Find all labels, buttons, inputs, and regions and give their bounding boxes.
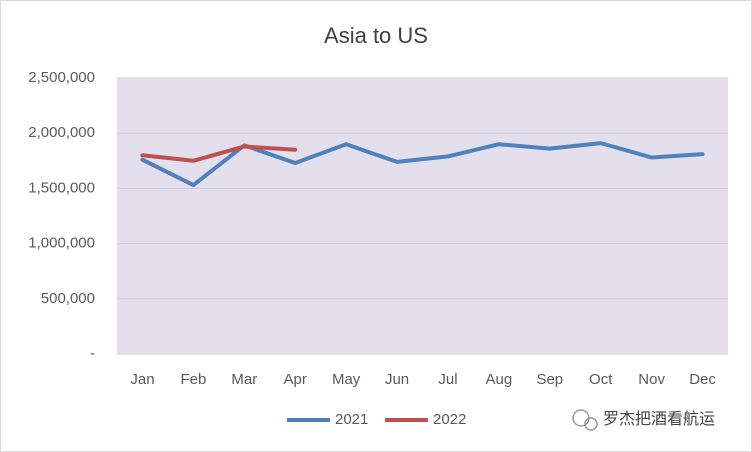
watermark: 罗杰把酒看航运	[603, 410, 715, 428]
y-tick-label: 1,000,000	[28, 235, 95, 252]
y-tick-label: 2,000,000	[28, 124, 95, 141]
plot-area	[117, 78, 728, 354]
x-tick-label: Jun	[385, 371, 409, 388]
series-line	[140, 144, 298, 163]
x-tick-label: Dec	[689, 371, 716, 388]
x-tick-label: Jan	[130, 371, 154, 388]
legend-label: 2021	[335, 411, 368, 428]
x-tick-label: Feb	[180, 371, 206, 388]
watermark-icon	[572, 409, 598, 431]
y-tick-label: 1,500,000	[28, 179, 95, 196]
x-tick-label: Mar	[231, 371, 257, 388]
x-tick-label: Nov	[638, 371, 665, 388]
x-tick-label: Jul	[438, 371, 457, 388]
chart-title: Asia to US	[324, 23, 428, 48]
series-line	[140, 141, 705, 188]
x-tick-label: Apr	[284, 371, 307, 388]
legend-label: 2022	[433, 411, 466, 428]
x-tick-label: May	[332, 371, 361, 388]
y-tick-label: -	[90, 345, 95, 362]
y-tick-label: 500,000	[41, 290, 95, 307]
x-tick-label: Oct	[589, 371, 613, 388]
x-tick-label: Aug	[486, 371, 513, 388]
x-tick-label: Sep	[536, 371, 563, 388]
y-tick-label: 2,500,000	[28, 69, 95, 86]
